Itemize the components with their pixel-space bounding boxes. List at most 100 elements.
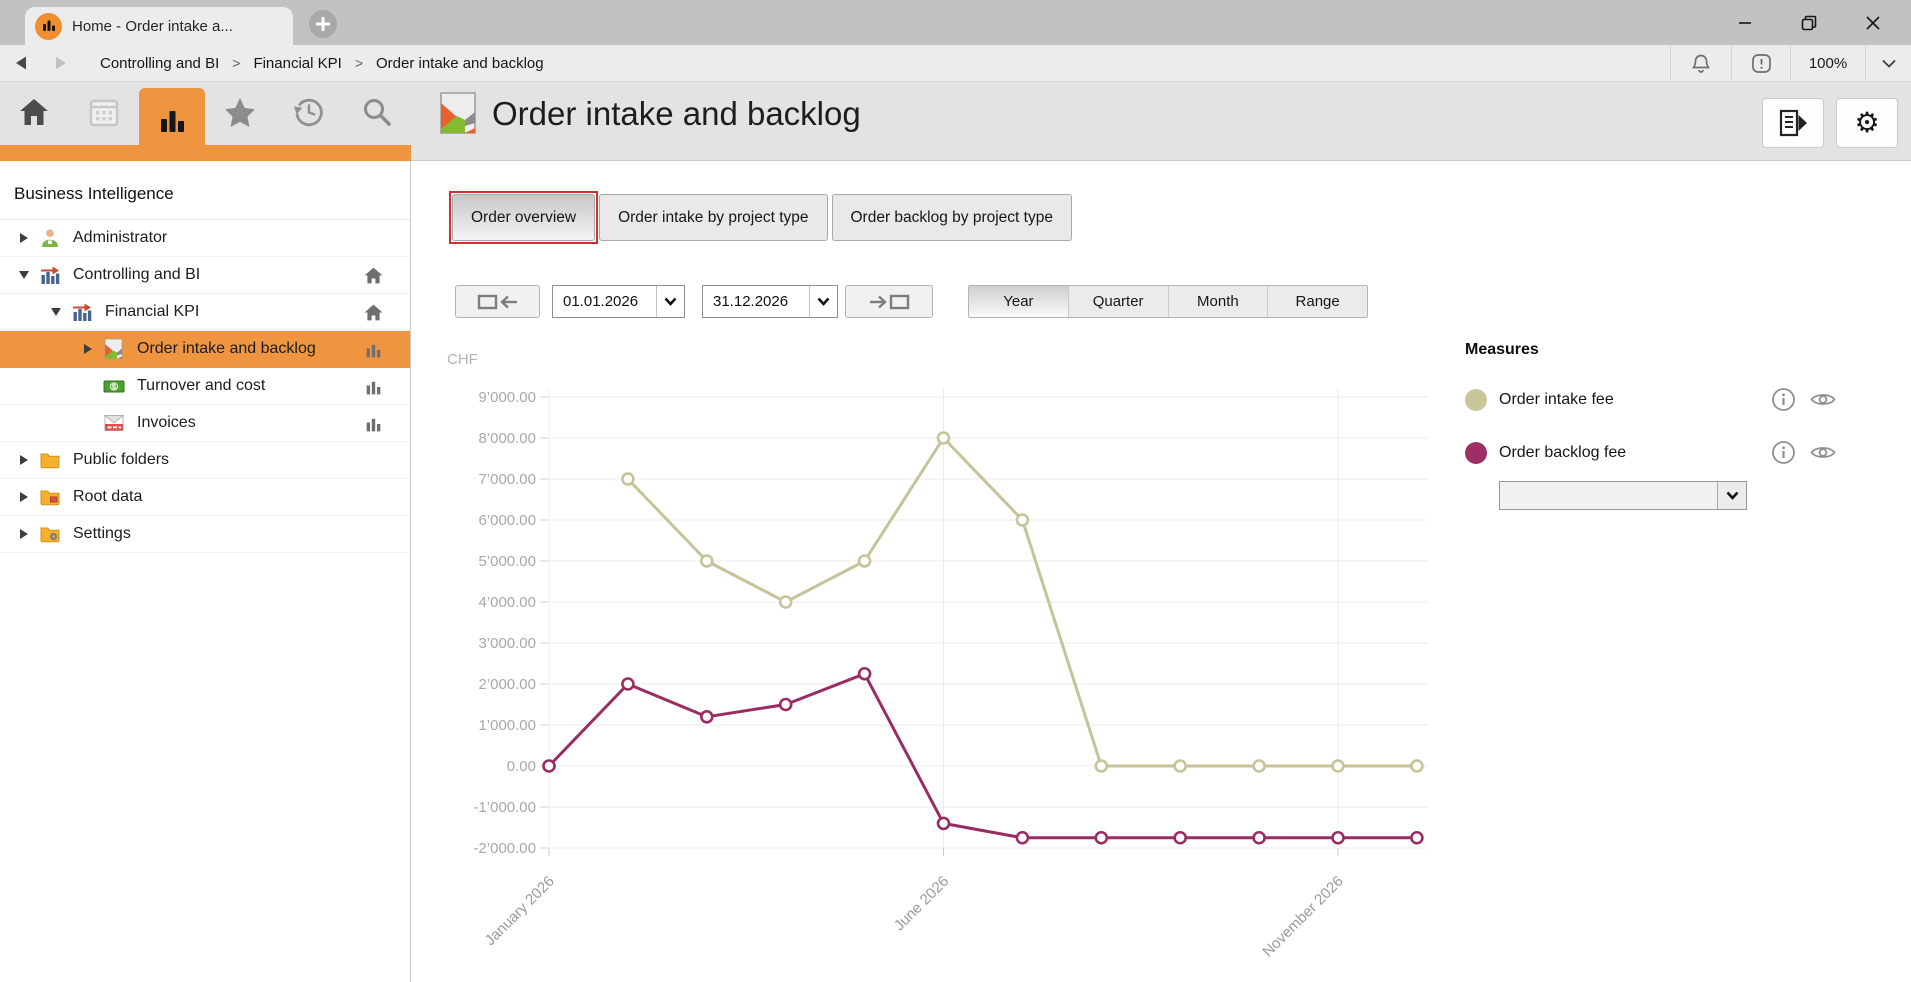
sidebar-item-settings[interactable]: Settings bbox=[0, 516, 410, 553]
sidebar-item-label: Invoices bbox=[137, 414, 196, 431]
folder-data-icon bbox=[39, 486, 61, 508]
tab-order-intake-by-project-type[interactable]: Order intake by project type bbox=[599, 194, 828, 241]
expand-arrow-icon bbox=[82, 417, 94, 429]
svg-text:November 2026: November 2026 bbox=[1259, 873, 1346, 960]
sidebar-item-label: Root data bbox=[73, 488, 143, 505]
forward-button[interactable] bbox=[50, 53, 72, 73]
breadcrumb-separator: > bbox=[354, 55, 363, 71]
chevron-down-icon bbox=[817, 297, 830, 306]
home-icon bbox=[20, 99, 48, 125]
separator bbox=[1670, 45, 1671, 81]
mode-month[interactable]: Month bbox=[1167, 286, 1268, 317]
notifications-button[interactable] bbox=[1671, 45, 1731, 81]
svg-text:1’000.00: 1’000.00 bbox=[478, 717, 536, 734]
alerts-button[interactable] bbox=[1732, 45, 1790, 81]
expand-arrow-icon[interactable] bbox=[18, 491, 30, 503]
period-to-select[interactable]: 31.12.2026 bbox=[702, 285, 838, 318]
sidebar-item-financial-kpi[interactable]: Financial KPI bbox=[0, 294, 410, 331]
mode-range[interactable]: Range bbox=[1267, 286, 1367, 317]
mode-quarter[interactable]: Quarter bbox=[1067, 286, 1168, 317]
period-from-select[interactable]: 01.01.2026 bbox=[552, 285, 685, 318]
next-period-button[interactable] bbox=[845, 285, 933, 318]
svg-text:June 2026: June 2026 bbox=[891, 873, 953, 935]
previous-period-button[interactable] bbox=[455, 285, 540, 318]
restore-icon bbox=[1801, 15, 1817, 30]
sidebar-item-administrator[interactable]: Administrator bbox=[0, 220, 410, 257]
expand-arrow-icon[interactable] bbox=[18, 454, 30, 466]
tab-title: Home - Order intake a... bbox=[72, 17, 233, 35]
new-tab-button[interactable] bbox=[309, 10, 337, 38]
measures-panel: Measures Order intake fee Order backlog … bbox=[1465, 341, 1837, 510]
minimize-button[interactable] bbox=[1713, 0, 1777, 45]
back-icon bbox=[16, 56, 26, 70]
sidebar-item-invoices[interactable]: Invoices bbox=[0, 405, 410, 442]
mode-year[interactable]: Year bbox=[969, 286, 1068, 317]
collapse-arrow-icon[interactable] bbox=[18, 269, 30, 281]
zoom-menu-button[interactable] bbox=[1866, 45, 1911, 81]
sidebar-item-label: Settings bbox=[73, 525, 131, 542]
back-button[interactable] bbox=[10, 53, 32, 73]
collapse-arrow-icon[interactable] bbox=[50, 306, 62, 318]
money-icon: $ bbox=[103, 375, 125, 397]
calendar-nav-button[interactable] bbox=[87, 92, 121, 132]
sidebar-item-controlling-and-bi[interactable]: Controlling and BI bbox=[0, 257, 410, 294]
sidebar-item-label: Financial KPI bbox=[105, 303, 200, 320]
forward-icon bbox=[56, 56, 66, 70]
dropdown-button[interactable] bbox=[656, 286, 684, 317]
shift-back-icon bbox=[477, 294, 517, 309]
settings-button[interactable]: ⚙ bbox=[1836, 98, 1898, 148]
sidebar-item-public-folders[interactable]: Public folders bbox=[0, 442, 410, 479]
home-nav-button[interactable] bbox=[17, 92, 51, 132]
dropdown-button[interactable] bbox=[809, 286, 837, 317]
expand-arrow-icon[interactable] bbox=[18, 528, 30, 540]
tab-order-overview[interactable]: Order overview bbox=[448, 191, 599, 244]
expand-arrow-icon[interactable] bbox=[82, 343, 94, 355]
series-color-swatch bbox=[1465, 441, 1487, 464]
sidebar-item-root-data[interactable]: Root data bbox=[0, 479, 410, 516]
report-view-button[interactable] bbox=[1762, 98, 1824, 148]
dropdown-button[interactable] bbox=[1717, 482, 1746, 509]
chevron-down-icon bbox=[1881, 59, 1896, 68]
breadcrumb-item[interactable]: Financial KPI bbox=[253, 54, 342, 72]
separator bbox=[1865, 45, 1866, 81]
separator bbox=[1731, 45, 1732, 81]
favorites-nav-button[interactable] bbox=[223, 92, 257, 132]
info-icon[interactable] bbox=[1771, 440, 1796, 465]
tab-order-backlog-by-project-type[interactable]: Order backlog by project type bbox=[831, 194, 1072, 241]
search-nav-button[interactable] bbox=[360, 92, 394, 132]
search-icon bbox=[364, 99, 391, 126]
chevron-down-icon bbox=[664, 297, 677, 306]
invoice-icon bbox=[103, 412, 125, 434]
restore-button[interactable] bbox=[1777, 0, 1841, 45]
breadcrumb-item[interactable]: Controlling and BI bbox=[100, 54, 220, 72]
measure-add-select[interactable] bbox=[1499, 481, 1747, 510]
breadcrumb: Controlling and BI > Financial KPI > Ord… bbox=[100, 55, 544, 72]
sidebar-item-turnover-and-cost[interactable]: $ Turnover and cost bbox=[0, 368, 410, 405]
top-band: Order intake and backlog ⚙ bbox=[0, 82, 1911, 161]
sidebar-item-label: Turnover and cost bbox=[137, 377, 266, 394]
user-icon bbox=[39, 227, 61, 249]
chevron-down-icon bbox=[1726, 491, 1738, 500]
close-button[interactable] bbox=[1841, 0, 1905, 45]
nav-toolbar bbox=[0, 82, 411, 161]
info-icon[interactable] bbox=[1771, 387, 1796, 412]
visibility-eye-icon[interactable] bbox=[1809, 387, 1837, 412]
home-icon bbox=[363, 302, 384, 323]
sidebar-item-label: Public folders bbox=[73, 451, 170, 468]
close-icon bbox=[1866, 15, 1880, 30]
sidebar-item-order-intake-and-backlog[interactable]: Order intake and backlog bbox=[0, 331, 410, 368]
browser-tab[interactable]: Home - Order intake a... bbox=[25, 7, 293, 45]
zoom-level[interactable]: 100% bbox=[1808, 54, 1848, 72]
history-nav-button[interactable] bbox=[292, 92, 326, 132]
breadcrumb-separator: > bbox=[232, 55, 241, 71]
visibility-eye-icon[interactable] bbox=[1809, 440, 1837, 465]
report-export-icon bbox=[1779, 109, 1807, 137]
breadcrumb-item[interactable]: Order intake and backlog bbox=[376, 54, 544, 72]
svg-text:9’000.00: 9’000.00 bbox=[478, 389, 536, 406]
window-titlebar: Home - Order intake a... bbox=[0, 0, 1911, 45]
svg-text:3’000.00: 3’000.00 bbox=[478, 635, 536, 652]
folder-settings-icon bbox=[39, 523, 61, 545]
bell-icon bbox=[1692, 54, 1710, 73]
expand-arrow-icon[interactable] bbox=[18, 232, 30, 244]
